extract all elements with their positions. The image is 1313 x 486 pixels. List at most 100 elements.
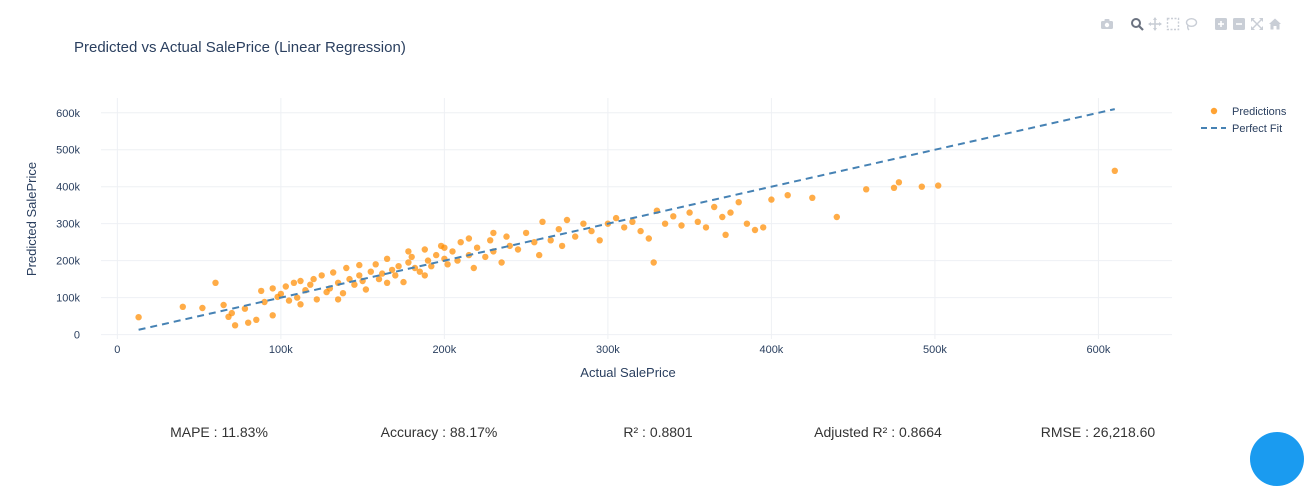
legend[interactable]: Predictions Perfect Fit — [1201, 106, 1287, 135]
legend-predictions-label[interactable]: Predictions — [1232, 106, 1287, 118]
prediction-point[interactable] — [135, 314, 142, 321]
prediction-point[interactable] — [212, 279, 219, 286]
prediction-point[interactable] — [661, 220, 669, 227]
prediction-point[interactable] — [588, 227, 595, 235]
prediction-point[interactable] — [612, 214, 620, 222]
prediction-point[interactable] — [392, 272, 399, 279]
prediction-point[interactable] — [199, 304, 206, 312]
prediction-point[interactable] — [768, 196, 775, 203]
prediction-point[interactable] — [424, 257, 432, 264]
legend-perfect-fit-label[interactable]: Perfect Fit — [1232, 123, 1282, 135]
prediction-point[interactable] — [935, 182, 942, 189]
camera-icon[interactable] — [1098, 15, 1116, 33]
prediction-point[interactable] — [514, 246, 522, 253]
prediction-point[interactable] — [416, 268, 423, 275]
prediction-point[interactable] — [531, 239, 538, 246]
prediction-point[interactable] — [558, 242, 566, 250]
prediction-point[interactable] — [722, 231, 729, 238]
prediction-point[interactable] — [388, 266, 396, 274]
prediction-point[interactable] — [727, 209, 734, 216]
prediction-point[interactable] — [253, 316, 260, 323]
prediction-point[interactable] — [918, 183, 925, 190]
prediction-point[interactable] — [383, 279, 391, 286]
prediction-point[interactable] — [356, 272, 363, 279]
zoom-out-icon[interactable] — [1230, 15, 1248, 33]
prediction-point[interactable] — [743, 220, 751, 227]
reset-axes-icon[interactable] — [1266, 15, 1284, 33]
prediction-point[interactable] — [428, 263, 435, 270]
prediction-point[interactable] — [694, 218, 701, 225]
prediction-point[interactable] — [490, 229, 497, 237]
prediction-point[interactable] — [555, 226, 562, 233]
prediction-point[interactable] — [269, 312, 276, 319]
prediction-point[interactable] — [809, 194, 816, 201]
lasso-icon[interactable] — [1182, 15, 1200, 33]
prediction-point[interactable] — [310, 275, 317, 283]
autoscale-icon[interactable] — [1248, 15, 1266, 33]
prediction-point[interactable] — [277, 290, 285, 298]
prediction-point[interactable] — [678, 222, 685, 229]
prediction-point[interactable] — [711, 203, 718, 211]
prediction-point[interactable] — [470, 264, 477, 272]
prediction-point[interactable] — [231, 322, 239, 329]
prediction-point[interactable] — [637, 227, 644, 235]
prediction-point[interactable] — [760, 224, 767, 231]
prediction-point[interactable] — [383, 255, 391, 262]
prediction-point[interactable] — [473, 244, 481, 251]
prediction-point[interactable] — [297, 277, 304, 285]
prediction-point[interactable] — [547, 237, 554, 244]
prediction-point[interactable] — [645, 235, 652, 242]
prediction-point[interactable] — [400, 278, 407, 286]
prediction-point[interactable] — [339, 290, 347, 297]
prediction-point[interactable] — [343, 264, 350, 272]
prediction-point[interactable] — [563, 216, 571, 224]
prediction-point[interactable] — [465, 235, 473, 242]
prediction-point[interactable] — [503, 233, 510, 240]
prediction-point[interactable] — [362, 286, 370, 293]
plot-area[interactable] — [135, 108, 1119, 331]
prediction-point[interactable] — [457, 239, 464, 246]
prediction-point[interactable] — [487, 237, 494, 244]
prediction-point[interactable] — [751, 226, 759, 234]
prediction-point[interactable] — [313, 296, 320, 303]
prediction-point[interactable] — [621, 224, 628, 231]
prediction-point[interactable] — [318, 272, 325, 279]
prediction-point[interactable] — [421, 246, 428, 253]
prediction-point[interactable] — [498, 259, 505, 266]
pan-icon[interactable] — [1146, 15, 1164, 33]
prediction-point[interactable] — [735, 199, 742, 206]
prediction-point[interactable] — [686, 209, 693, 216]
prediction-point[interactable] — [405, 259, 412, 266]
prediction-point[interactable] — [482, 253, 489, 261]
prediction-point[interactable] — [522, 229, 530, 237]
prediction-point[interactable] — [650, 259, 657, 266]
floating-action-button[interactable] — [1250, 432, 1304, 486]
prediction-point[interactable] — [220, 301, 227, 309]
prediction-point[interactable] — [261, 298, 268, 306]
prediction-point[interactable] — [408, 253, 415, 261]
prediction-point[interactable] — [890, 184, 898, 191]
prediction-point[interactable] — [285, 297, 293, 304]
prediction-point[interactable] — [580, 220, 587, 227]
prediction-point[interactable] — [245, 319, 252, 326]
prediction-point[interactable] — [334, 296, 342, 303]
prediction-point[interactable] — [833, 213, 840, 221]
zoom-icon[interactable] — [1128, 15, 1146, 33]
prediction-point[interactable] — [596, 237, 603, 244]
box-select-icon[interactable] — [1164, 15, 1182, 33]
prediction-point[interactable] — [258, 287, 265, 295]
prediction-point[interactable] — [1111, 167, 1119, 174]
prediction-point[interactable] — [290, 279, 298, 286]
prediction-point[interactable] — [351, 281, 358, 288]
prediction-point[interactable] — [179, 303, 186, 310]
prediction-point[interactable] — [367, 268, 374, 275]
prediction-point[interactable] — [294, 294, 301, 301]
prediction-point[interactable] — [539, 218, 546, 225]
prediction-point[interactable] — [895, 179, 903, 186]
prediction-point[interactable] — [572, 233, 579, 240]
prediction-point[interactable] — [228, 309, 235, 317]
prediction-point[interactable] — [379, 270, 386, 277]
prediction-point[interactable] — [356, 261, 363, 269]
prediction-point[interactable] — [670, 213, 677, 220]
prediction-point[interactable] — [307, 281, 314, 288]
